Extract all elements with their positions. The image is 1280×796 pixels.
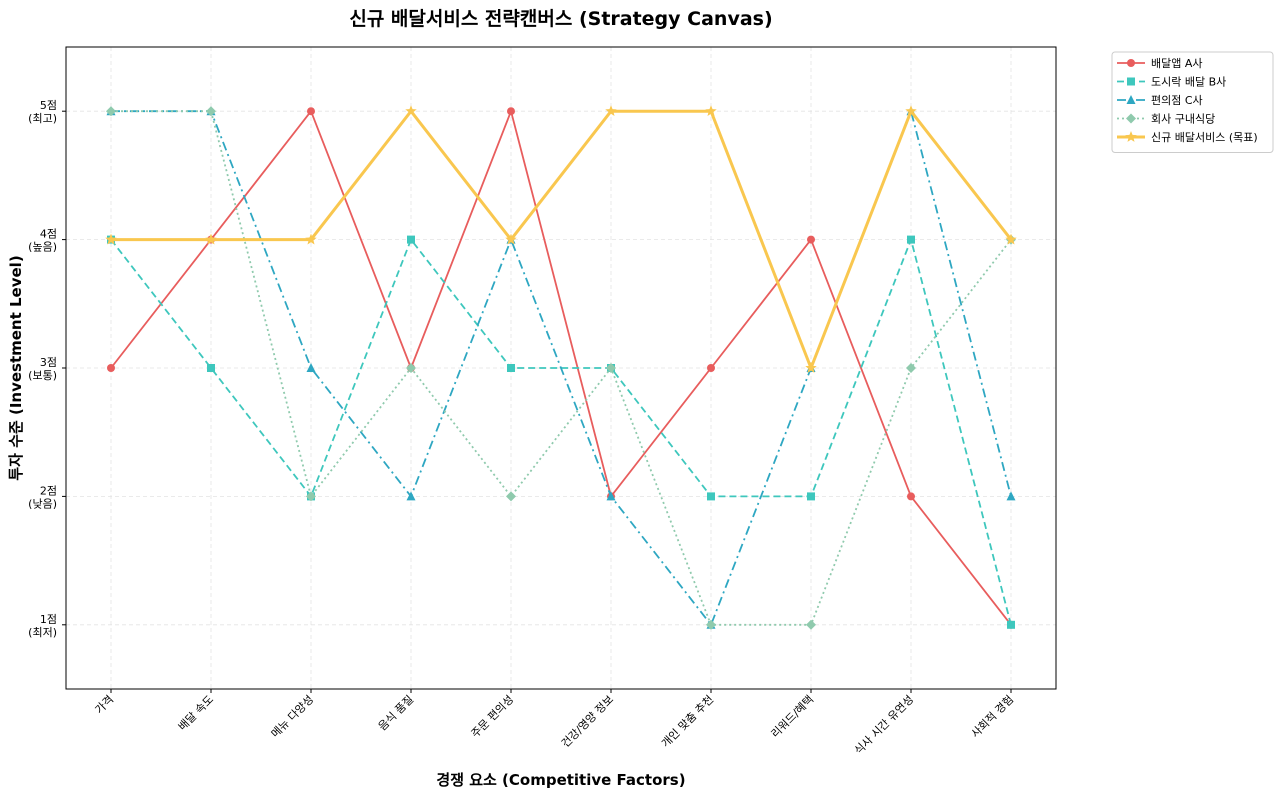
data-point xyxy=(705,105,717,117)
data-point xyxy=(907,492,915,501)
x-tick-label: 음식 품질 xyxy=(376,693,416,733)
legend-label-4: 신규 배달서비스 (목표) xyxy=(1151,131,1258,144)
y-tick-label: 1점 xyxy=(40,613,57,626)
legend-marker-4 xyxy=(1125,131,1137,142)
y-axis-label: 투자 수준 (Investment Level) xyxy=(7,255,25,480)
data-point xyxy=(907,235,915,244)
y-tick-sublabel: (높음) xyxy=(28,241,57,254)
x-tick-label: 가격 xyxy=(93,693,117,717)
x-tick-label: 사회적 경험 xyxy=(969,693,1016,740)
data-point xyxy=(307,107,315,116)
x-tick-label: 건강/영양 정보 xyxy=(559,693,616,750)
data-point xyxy=(506,491,516,502)
x-tick-label: 주문 편의성 xyxy=(469,693,516,740)
data-point xyxy=(806,619,816,630)
data-point xyxy=(606,363,616,373)
data-point xyxy=(1006,491,1016,501)
data-point xyxy=(505,233,517,245)
y-tick-label: 5점 xyxy=(40,99,57,112)
data-point xyxy=(107,364,115,372)
legend-label-1: 도시락 배달 B사 xyxy=(1151,76,1226,89)
data-point xyxy=(507,364,515,372)
data-point xyxy=(406,491,416,501)
data-point xyxy=(407,235,415,244)
data-point xyxy=(106,106,116,117)
legend-marker-0 xyxy=(1127,59,1135,67)
data-point xyxy=(406,363,416,373)
data-point xyxy=(306,363,316,372)
x-axis-label: 경쟁 요소 (Competitive Factors) xyxy=(436,771,685,789)
data-point xyxy=(205,233,217,245)
series-line-1 xyxy=(110,238,1012,626)
data-point xyxy=(805,362,817,373)
data-point xyxy=(707,364,715,372)
x-tick-label: 식사 시간 유연성 xyxy=(852,693,916,757)
data-point xyxy=(305,233,317,245)
data-point xyxy=(807,492,815,501)
legend-box xyxy=(1111,51,1274,153)
series-line-4 xyxy=(111,109,1013,370)
legend-label-0: 배달앱 A사 xyxy=(1151,57,1203,70)
y-tick-label: 2점 xyxy=(40,484,57,497)
data-point xyxy=(605,105,617,117)
data-point xyxy=(507,107,515,116)
x-tick-label: 배달 속도 xyxy=(176,693,216,733)
series-line-0 xyxy=(110,110,1012,626)
y-tick-label: 3점 xyxy=(40,356,57,369)
data-point xyxy=(905,105,917,117)
y-tick-sublabel: (낮음) xyxy=(28,497,57,510)
x-tick-label: 리워드/혜택 xyxy=(769,693,817,741)
data-point xyxy=(606,491,616,501)
legend-label-2: 편의점 C사 xyxy=(1151,94,1203,107)
data-point xyxy=(707,492,715,501)
chart-title: 신규 배달서비스 전략캔버스 (Strategy Canvas) xyxy=(349,8,772,30)
y-tick-sublabel: (최저) xyxy=(28,626,57,639)
y-tick-label: 4점 xyxy=(40,228,57,241)
data-point xyxy=(1007,620,1015,629)
x-tick-label: 메뉴 다양성 xyxy=(269,693,316,740)
legend-marker-3 xyxy=(1126,113,1136,124)
plot-area: 1점(최저) 2점(낮음) 3점(보통) 4점(높음) 5점(최고) 가격 배달 속도 메뉴 … xyxy=(28,46,1057,757)
data-point xyxy=(207,364,215,372)
data-point xyxy=(706,619,716,630)
data-point xyxy=(807,235,815,244)
legend-marker-2 xyxy=(1126,95,1136,104)
x-tick-label: 개인 맞춤 추천 xyxy=(658,692,716,750)
series-line-2 xyxy=(111,110,1012,626)
data-point xyxy=(105,233,117,245)
legend-marker-1 xyxy=(1127,77,1135,86)
y-tick-sublabel: (최고) xyxy=(28,112,57,125)
data-point xyxy=(405,105,417,117)
data-point xyxy=(906,363,916,373)
legend-label-3: 회사 구내식당 xyxy=(1151,113,1215,126)
data-point xyxy=(206,106,216,117)
data-point xyxy=(306,491,316,502)
data-point xyxy=(1005,233,1017,245)
y-tick-sublabel: (보통) xyxy=(28,369,57,382)
